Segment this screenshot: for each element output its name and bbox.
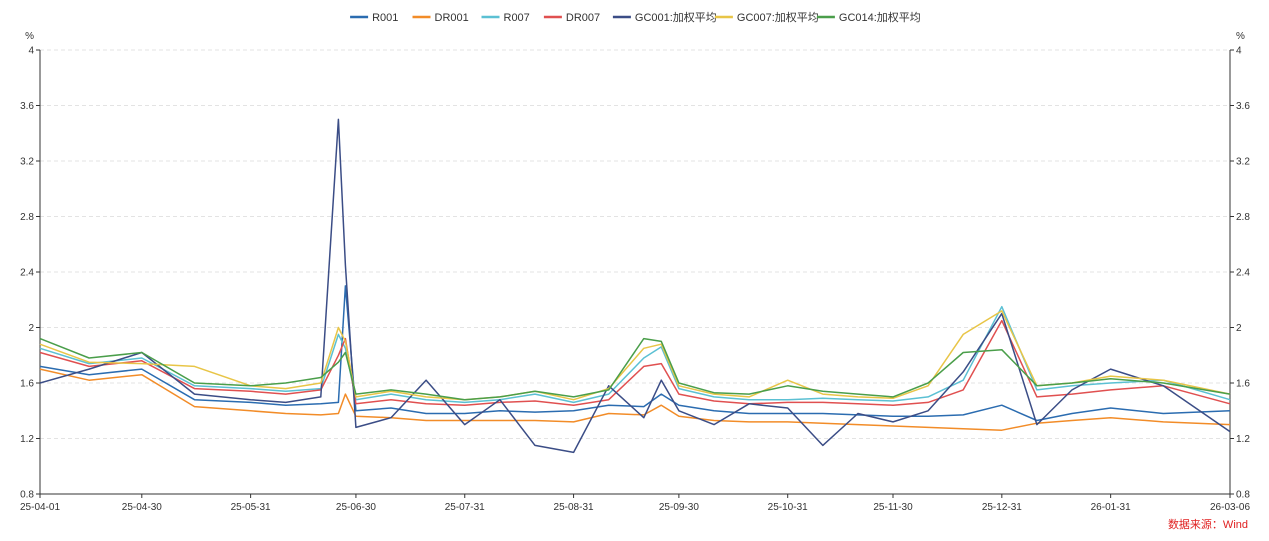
y-tick-label-right: 4 <box>1236 46 1242 57</box>
y-tick-label-right: 2 <box>1236 323 1242 334</box>
chart-legend: R001 DR001 R007 DR007 GC001:加权平均 GC007:加权平均 GC… <box>350 11 921 24</box>
legend-label: GC007:加权平均 <box>737 11 819 24</box>
x-tick-label: 25-12-31 <box>982 502 1022 513</box>
series-line <box>39 305 1231 404</box>
x-tick-label: 25-07-31 <box>445 502 485 513</box>
y-tick-label-left: 1.6 <box>20 379 34 390</box>
legend-label: GC014:加权平均 <box>839 11 921 24</box>
legend-label: GC001:加权平均 <box>635 11 717 24</box>
y-tick-label-left: 1.2 <box>20 434 34 445</box>
x-tick-label: 25-05-31 <box>231 502 271 513</box>
x-tick-label: 26-01-31 <box>1091 502 1131 513</box>
grid-lines <box>40 49 1230 439</box>
y-tick-label-right: 3.6 <box>1236 101 1250 112</box>
y-tick-label-left: 3.6 <box>20 101 34 112</box>
legend-label: R001 <box>372 12 398 24</box>
y-tick-label-right: 1.6 <box>1236 379 1250 390</box>
y-tick-label-left: 2 <box>28 323 34 334</box>
legend-label: DR001 <box>435 12 469 24</box>
y-unit-right: % <box>1236 31 1245 42</box>
x-tick-label: 25-08-31 <box>554 502 594 513</box>
legend-label: R007 <box>504 12 530 24</box>
y-tick-label-left: 2.4 <box>20 268 34 279</box>
y-tick-label-right: 1.2 <box>1236 434 1250 445</box>
series-line <box>39 118 1231 454</box>
y-tick-label-left: 2.8 <box>20 212 34 223</box>
x-tick-label: 26-03-06 <box>1210 502 1250 513</box>
y-tick-label-right: 2.8 <box>1236 212 1250 223</box>
chart-axes: 0.8 0.8 1.2 1.2 1.6 1.6 2 2 2.4 2.4 2.8 2.8 3.2 3.2 3.… <box>20 31 1250 513</box>
series-line <box>39 368 1231 431</box>
legend-label: DR007 <box>566 12 600 24</box>
y-tick-label-left: 4 <box>28 46 34 57</box>
source-note: 数据来源：Wind <box>1167 519 1248 531</box>
y-tick-label-right: 2.4 <box>1236 268 1250 279</box>
x-tick-label: 25-10-31 <box>768 502 808 513</box>
y-unit-left: % <box>25 31 34 42</box>
y-tick-label-left: 3.2 <box>20 157 34 168</box>
x-tick-label: 25-06-30 <box>336 502 376 513</box>
x-tick-label: 25-04-01 <box>20 502 60 513</box>
x-tick-label: 25-09-30 <box>659 502 699 513</box>
y-tick-label-right: 0.8 <box>1236 490 1250 501</box>
y-tick-label-right: 3.2 <box>1236 157 1250 168</box>
series-lines <box>39 118 1231 454</box>
series-line <box>39 319 1231 406</box>
series-line <box>39 337 1231 401</box>
x-tick-label: 25-11-30 <box>873 502 913 513</box>
x-tick-label: 25-04-30 <box>122 502 162 513</box>
series-line <box>39 285 1231 422</box>
series-line <box>39 310 1231 401</box>
y-tick-label-left: 0.8 <box>20 490 34 501</box>
